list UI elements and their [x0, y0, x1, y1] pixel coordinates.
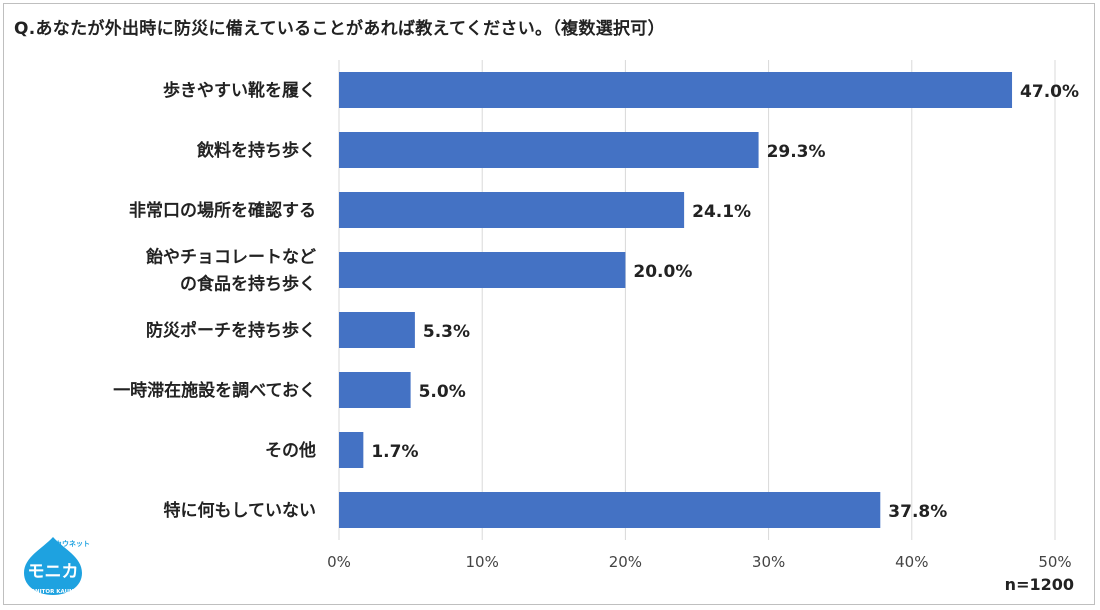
logo-bottom-text: MONITOR KAUNET: [25, 589, 82, 595]
logo-main-text: モニカ: [28, 562, 79, 582]
x-tick-label: 40%: [895, 553, 928, 571]
bar: [339, 132, 759, 168]
bar: [339, 192, 685, 228]
value-label: 29.3%: [767, 142, 826, 162]
x-tick-label: 0%: [327, 553, 351, 571]
bar: [339, 72, 1013, 108]
sample-size-label: n=1200: [1004, 575, 1074, 594]
water-drop-icon: [24, 537, 82, 595]
monica-logo: カウネット モニカ MONITOR KAUNET: [24, 537, 90, 595]
x-tick-label: 50%: [1038, 553, 1071, 571]
x-tick-label: 30%: [752, 553, 785, 571]
value-label: 37.8%: [888, 502, 947, 522]
value-label: 5.0%: [419, 382, 466, 402]
category-label: 防災ポーチを持ち歩く: [146, 320, 316, 341]
category-label: その他: [265, 440, 316, 461]
x-tick-label: 20%: [609, 553, 642, 571]
category-label: 特に何もしていない: [164, 500, 317, 521]
category-label: 飲料を持ち歩く: [196, 140, 316, 161]
logo-top-text: カウネット: [55, 539, 90, 548]
value-label: 47.0%: [1020, 82, 1079, 102]
bar: [339, 492, 881, 528]
chart-title: Q.あなたが外出時に防災に備えていることがあれば教えてください。（複数選択可）: [14, 19, 665, 39]
category-label: 一時滞在施設を調べておく: [113, 380, 316, 401]
x-tick-label: 10%: [466, 553, 499, 571]
category-label: の食品を持ち歩く: [180, 274, 316, 295]
bar: [339, 372, 411, 408]
bar: [339, 432, 364, 468]
bar: [339, 312, 415, 348]
value-label: 5.3%: [423, 322, 470, 342]
value-label: 1.7%: [371, 442, 418, 462]
value-label: 20.0%: [633, 262, 692, 282]
category-label: 非常口の場所を確認する: [129, 200, 316, 221]
chart-frame: [3, 3, 1095, 605]
value-label: 24.1%: [692, 202, 751, 222]
category-label: 歩きやすい靴を履く: [163, 80, 316, 101]
bar: [339, 252, 626, 288]
category-label: 飴やチョコレートなど: [145, 247, 316, 268]
